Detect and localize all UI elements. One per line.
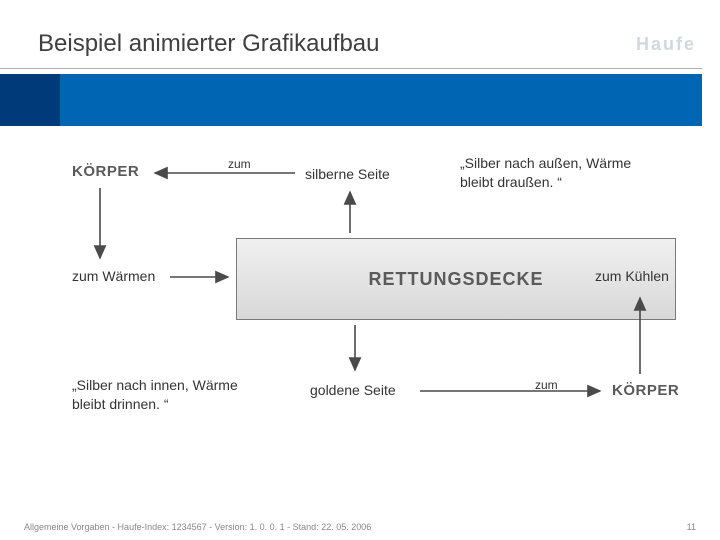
accent-bar [60,74,702,126]
koerper-right-label: KÖRPER [612,382,679,399]
zum-kuehlen-label: zum Kühlen [595,268,669,284]
koerper-left-label: KÖRPER [72,163,139,180]
page-number: 11 [687,522,696,532]
silberne-seite-label: silberne Seite [305,166,390,182]
zum-top-label: zum [228,157,251,171]
footer: Allgemeine Vorgaben - Haufe-Index: 12345… [24,522,696,532]
zum-waermen-label: zum Wärmen [72,268,155,284]
accent-block-dark [0,74,60,126]
rettungsdecke-label: RETTUNGSDECKE [368,269,543,290]
page-title: Beispiel animierter Grafikaufbau [38,30,636,58]
footer-left: Allgemeine Vorgaben - Haufe-Index: 12345… [24,522,371,532]
brand-logo: Haufe [636,34,696,55]
title-divider [0,68,702,69]
zum-bottom-label: zum [535,378,558,392]
diagram-canvas: RETTUNGSDECKE KÖRPER zum silberne Seite … [0,130,720,512]
quote-top: „Silber nach außen, Wärme bleibt draußen… [460,154,650,192]
goldene-seite-label: goldene Seite [310,382,396,398]
title-bar: Beispiel animierter Grafikaufbau Haufe [38,20,696,68]
quote-bottom: „Silber nach innen, Wärme bleibt drinnen… [72,376,242,414]
